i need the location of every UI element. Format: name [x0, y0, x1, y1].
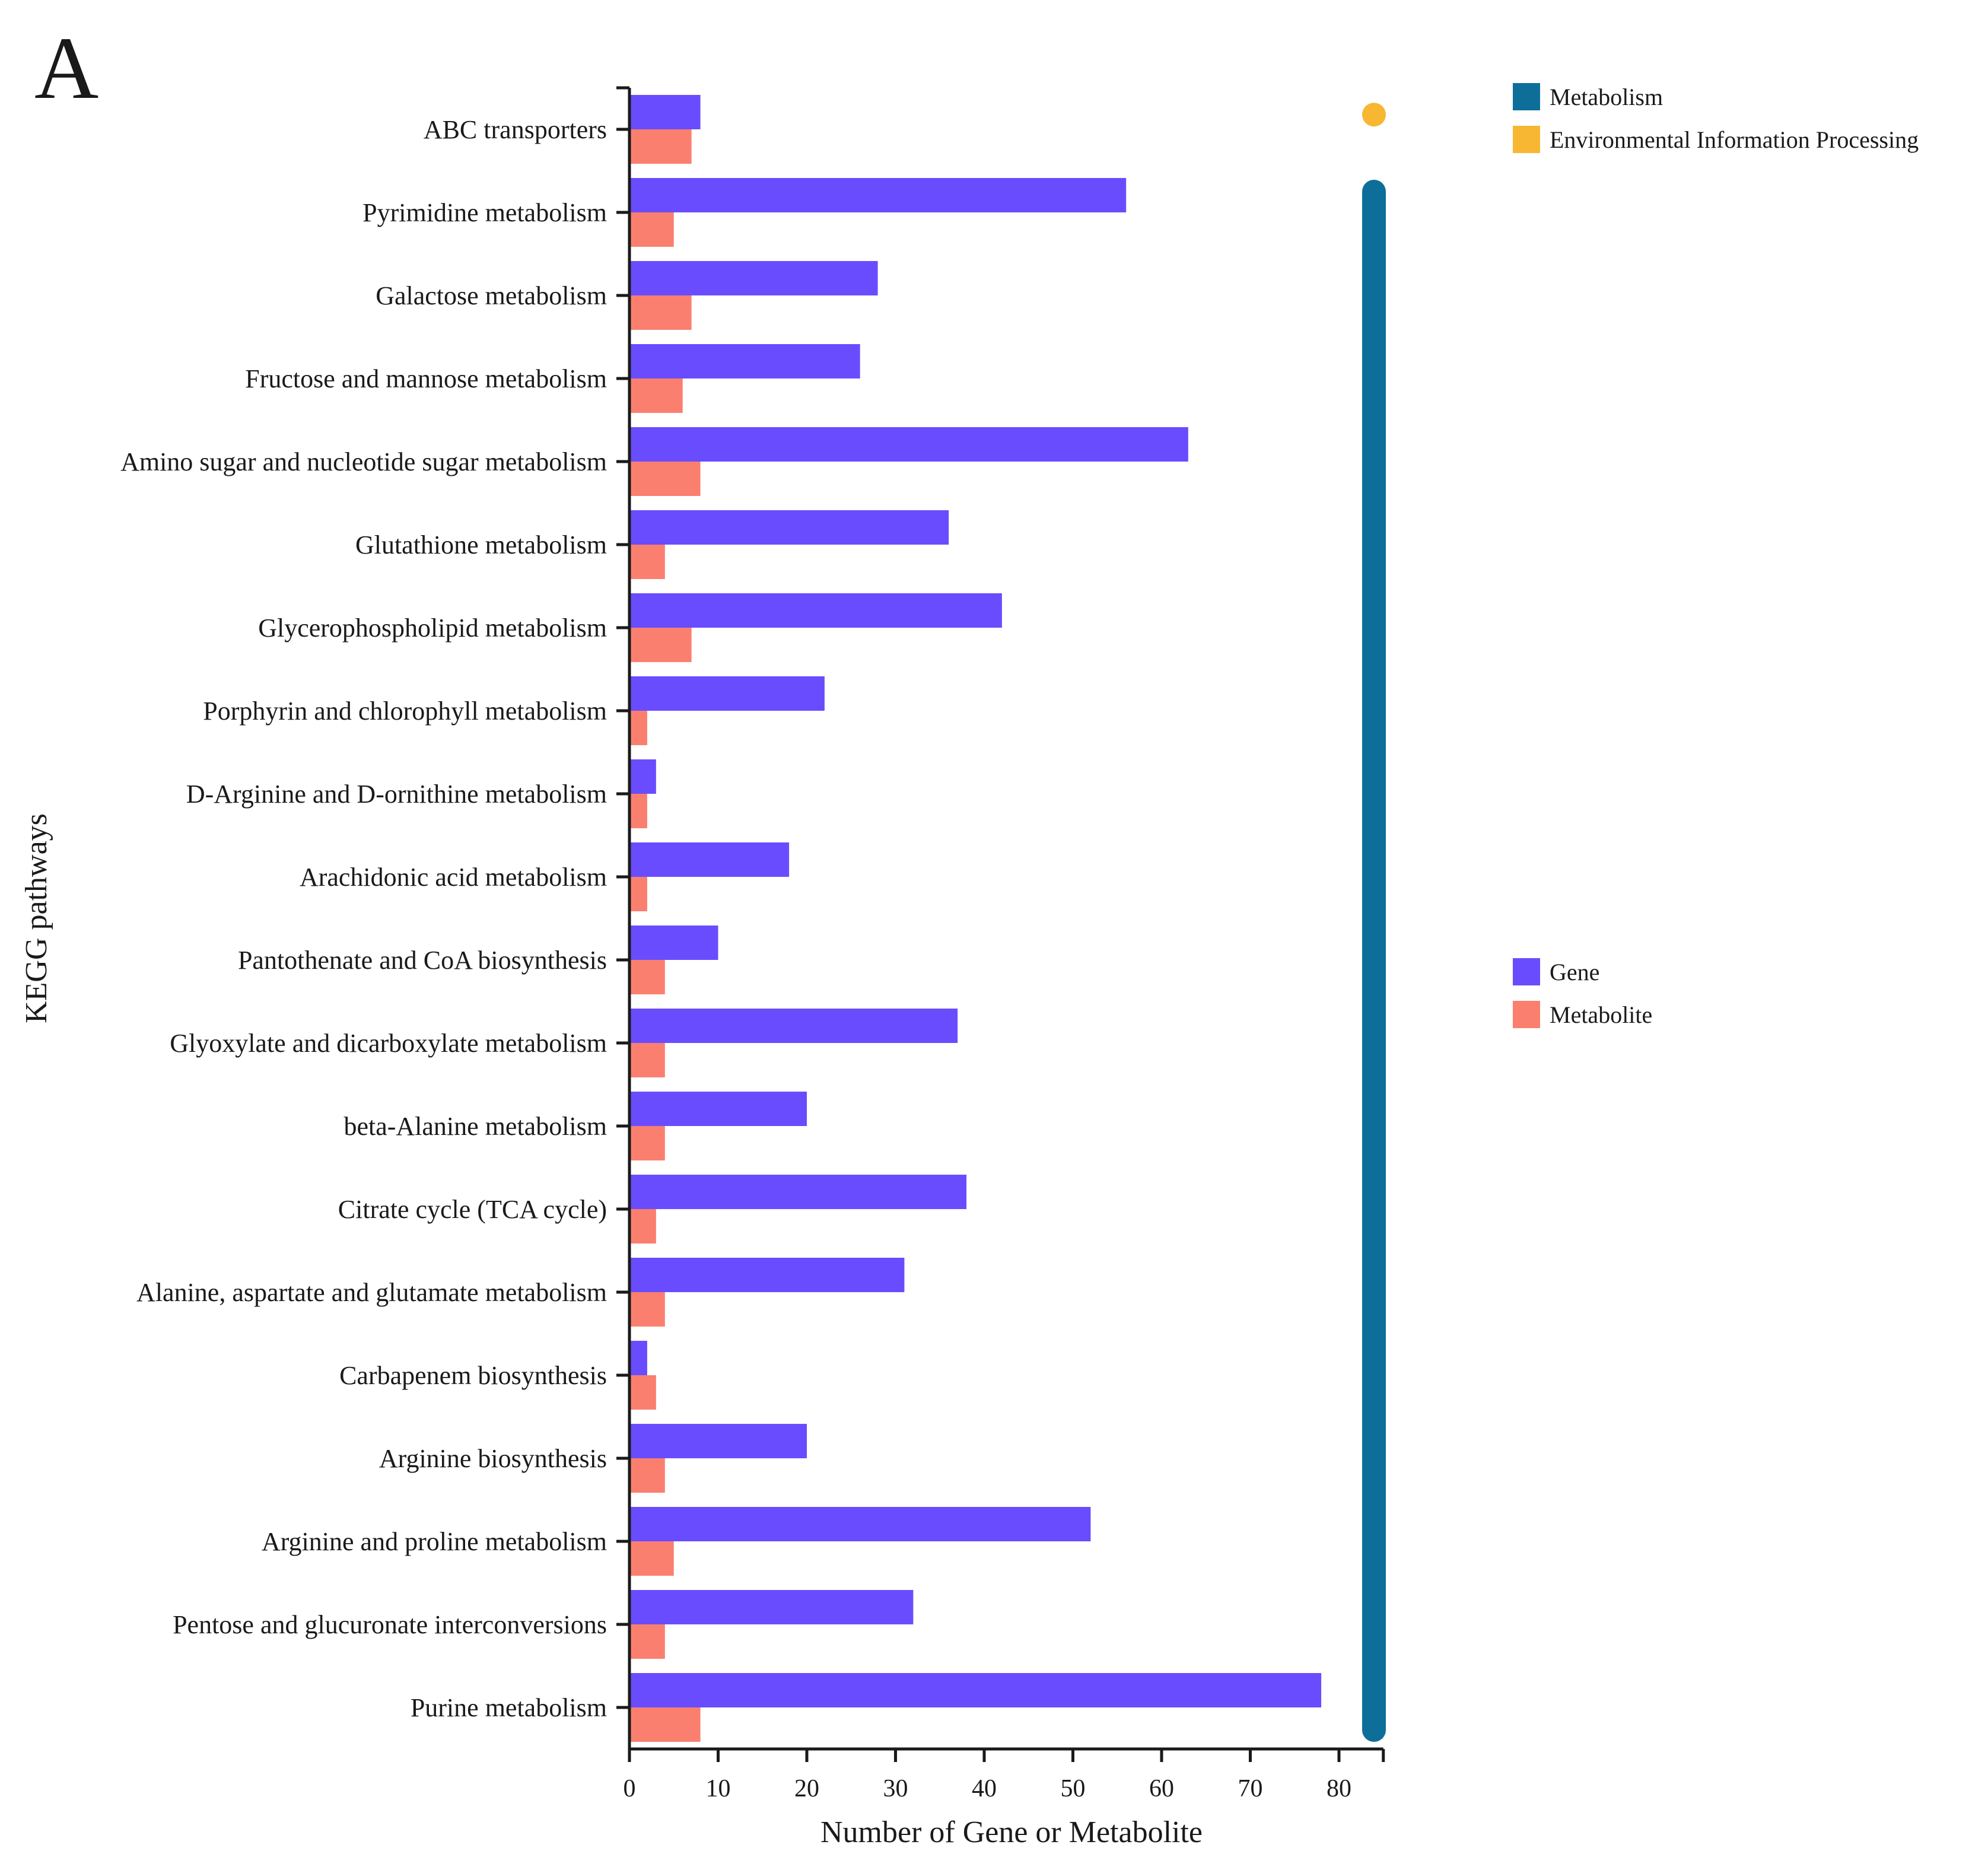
bar-gene-3: [629, 344, 860, 379]
bar-metabolite-9: [629, 877, 647, 911]
category-label: D-Arginine and D-ornithine metabolism: [186, 780, 607, 809]
category-label: beta-Alanine metabolism: [343, 1112, 607, 1141]
bar-gene-12: [629, 1092, 807, 1126]
bar-metabolite-14: [629, 1292, 665, 1327]
category-label: Carbapenem biosynthesis: [339, 1361, 607, 1390]
legend-label-class: Metabolism: [1550, 84, 1663, 110]
bar-metabolite-7: [629, 711, 647, 745]
bar-metabolite-2: [629, 295, 692, 330]
x-tick-label: 80: [1327, 1775, 1351, 1802]
legend-series: Gene Metabolite: [1513, 958, 1652, 1028]
bar-gene-17: [629, 1507, 1091, 1541]
category-label: Pantothenate and CoA biosynthesis: [238, 946, 607, 975]
x-tick-label: 60: [1149, 1775, 1174, 1802]
category-label: Fructose and mannose metabolism: [245, 364, 607, 393]
bars-layer: [629, 95, 1322, 1742]
class-strip-0: [1362, 180, 1386, 1742]
x-tick-label: 50: [1061, 1775, 1086, 1802]
category-label: Purine metabolism: [411, 1693, 607, 1722]
bar-metabolite-5: [629, 545, 665, 579]
legend-swatch-class: [1513, 126, 1540, 153]
category-label: Alanine, aspartate and glutamate metabol…: [136, 1278, 607, 1307]
x-axis-label: Number of Gene or Metabolite: [820, 1815, 1203, 1849]
legend-pathway-class: Metabolism Environmental Information Proc…: [1513, 83, 1919, 153]
legend-label-class: Environmental Information Processing: [1550, 126, 1919, 153]
x-tick-label: 10: [706, 1775, 731, 1802]
x-axis: 0 10 20 30 40 50 60 70 80: [624, 1747, 1385, 1802]
legend-swatch-series: [1513, 1001, 1540, 1028]
bar-metabolite-12: [629, 1126, 665, 1160]
category-label: Arachidonic acid metabolism: [300, 863, 607, 892]
category-label: Porphyrin and chlorophyll metabolism: [203, 697, 607, 726]
category-label: Glycerophospholipid metabolism: [258, 613, 607, 643]
category-label: ABC transporters: [424, 115, 607, 144]
bar-metabolite-18: [629, 1624, 665, 1659]
pathway-class-strips: [1362, 103, 1386, 1742]
bar-gene-15: [629, 1341, 647, 1375]
bar-gene-7: [629, 676, 825, 711]
legend-label-series: Metabolite: [1550, 1001, 1652, 1028]
bar-metabolite-4: [629, 462, 701, 496]
bar-gene-4: [629, 427, 1188, 462]
bar-gene-11: [629, 1009, 958, 1043]
bar-metabolite-0: [629, 129, 692, 164]
panel-label: A: [34, 19, 98, 117]
category-label: Arginine and proline metabolism: [262, 1527, 607, 1556]
bar-metabolite-11: [629, 1043, 665, 1077]
bar-gene-18: [629, 1590, 914, 1624]
bar-metabolite-10: [629, 960, 665, 994]
bar-metabolite-6: [629, 628, 692, 662]
category-label: Citrate cycle (TCA cycle): [338, 1195, 607, 1224]
category-label: Glyoxylate and dicarboxylate metabolism: [170, 1029, 607, 1058]
bar-gene-6: [629, 593, 1002, 628]
x-tick-label: 40: [972, 1775, 997, 1802]
x-tick-label: 30: [883, 1775, 908, 1802]
bar-gene-2: [629, 261, 878, 295]
bar-gene-14: [629, 1258, 905, 1292]
bar-metabolite-17: [629, 1541, 674, 1576]
x-tick-label: 70: [1238, 1775, 1263, 1802]
category-label: Galactose metabolism: [376, 281, 607, 310]
category-label: Glutathione metabolism: [355, 530, 607, 559]
category-label: Pentose and glucuronate interconversions: [173, 1610, 607, 1639]
class-strip-1: [1362, 103, 1386, 127]
bar-metabolite-8: [629, 794, 647, 828]
bar-gene-1: [629, 178, 1127, 212]
bar-gene-19: [629, 1673, 1322, 1707]
bar-gene-13: [629, 1175, 967, 1209]
y-axis-label: KEGG pathways: [20, 813, 53, 1023]
bar-metabolite-15: [629, 1375, 656, 1410]
legend-swatch-series: [1513, 958, 1540, 985]
bar-metabolite-3: [629, 379, 683, 413]
bar-metabolite-13: [629, 1209, 656, 1244]
legend-label-series: Gene: [1550, 959, 1599, 985]
category-label: Arginine biosynthesis: [379, 1444, 607, 1473]
bar-gene-16: [629, 1424, 807, 1458]
bar-metabolite-19: [629, 1707, 701, 1742]
bar-metabolite-16: [629, 1458, 665, 1493]
y-axis: ABC transporters Pyrimidine metabolism Gal…: [120, 86, 631, 1752]
bar-gene-10: [629, 926, 718, 960]
bar-gene-9: [629, 842, 790, 877]
x-tick-label: 0: [624, 1775, 636, 1802]
bar-metabolite-1: [629, 212, 674, 247]
category-label: Amino sugar and nucleotide sugar metabol…: [120, 447, 607, 476]
bar-gene-5: [629, 510, 949, 545]
bar-gene-0: [629, 95, 701, 129]
bar-gene-8: [629, 759, 656, 794]
legend-swatch-class: [1513, 83, 1540, 110]
category-label: Pyrimidine metabolism: [362, 198, 607, 227]
x-tick-label: 20: [794, 1775, 819, 1802]
